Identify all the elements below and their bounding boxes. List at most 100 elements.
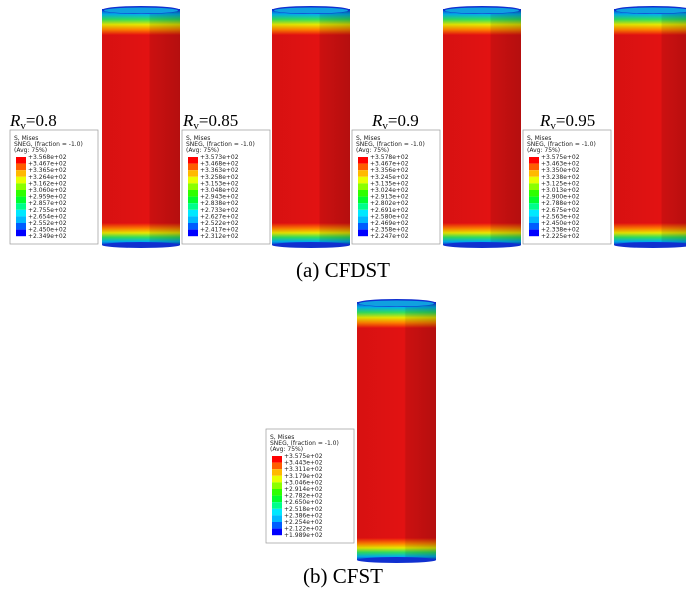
legend-swatch xyxy=(358,157,368,164)
figure: (a) CFDST (b) CFST S, MisesSNEG, (fracti… xyxy=(0,0,686,589)
legend-swatch xyxy=(16,203,26,210)
legend-value: +2.225e+02 xyxy=(541,233,580,240)
legend-swatch xyxy=(188,164,198,171)
legend-value: +2.349e+02 xyxy=(28,233,67,240)
label-value: =0.9 xyxy=(388,111,419,130)
legend-swatch xyxy=(358,210,368,217)
legend-swatch xyxy=(16,183,26,190)
legend-value: +2.247e+02 xyxy=(370,233,409,240)
legend-swatch xyxy=(188,210,198,217)
legend-swatch xyxy=(16,197,26,204)
legend-swatch xyxy=(529,170,539,177)
legend-swatch xyxy=(16,190,26,197)
caption: (b) CFST xyxy=(303,564,383,588)
legend-swatch xyxy=(529,203,539,210)
legend-swatch xyxy=(529,177,539,184)
panel-label: Rv=0.95 xyxy=(539,111,595,132)
legend-swatch xyxy=(529,197,539,204)
label-symbol: R xyxy=(371,111,383,130)
legend-swatch xyxy=(188,190,198,197)
top-cap-inner xyxy=(104,8,178,14)
legend-swatch xyxy=(16,223,26,230)
legend-swatch xyxy=(358,197,368,204)
legend-swatch xyxy=(272,502,282,509)
legend-line: (Avg: 75%) xyxy=(527,147,560,154)
legend-swatch xyxy=(358,230,368,237)
legend-line: (Avg: 75%) xyxy=(270,446,303,453)
shade xyxy=(614,9,686,245)
label-value: =0.8 xyxy=(26,111,57,130)
panel-label: Rv=0.8 xyxy=(9,111,57,132)
legend-value: +2.312e+02 xyxy=(200,233,239,240)
cylinder xyxy=(102,6,180,248)
top-cap-inner xyxy=(445,8,519,14)
legend-swatch xyxy=(358,190,368,197)
legend-swatch xyxy=(272,515,282,522)
legend-swatch xyxy=(358,177,368,184)
legend-swatch xyxy=(358,183,368,190)
legend-swatch xyxy=(188,223,198,230)
legend-swatch xyxy=(272,469,282,476)
legend-swatch xyxy=(188,177,198,184)
legend-swatch xyxy=(272,482,282,489)
label-symbol: R xyxy=(539,111,551,130)
label-value: =0.95 xyxy=(556,111,595,130)
label-symbol: R xyxy=(182,111,194,130)
legend-swatch xyxy=(188,216,198,223)
legend-line: (Avg: 75%) xyxy=(186,147,219,154)
cylinder xyxy=(443,6,521,248)
legend-swatch xyxy=(272,456,282,463)
panel-label: Rv=0.9 xyxy=(371,111,419,132)
legend-swatch xyxy=(529,190,539,197)
cylinder xyxy=(614,6,686,248)
label-symbol: R xyxy=(9,111,21,130)
legend-swatch xyxy=(188,197,198,204)
legend-swatch xyxy=(188,170,198,177)
caption: (a) CFDST xyxy=(296,258,390,282)
shade xyxy=(443,9,521,245)
legend-swatch xyxy=(188,157,198,164)
label-value: =0.85 xyxy=(199,111,238,130)
bottom-cap xyxy=(272,242,350,248)
shade xyxy=(357,302,436,560)
legend-swatch xyxy=(272,489,282,496)
legend-swatch xyxy=(358,164,368,171)
legend-swatch xyxy=(16,230,26,237)
legend: S, MisesSNEG, (fraction = -1.0)(Avg: 75%… xyxy=(523,130,611,244)
legend-swatch xyxy=(529,164,539,171)
panel-label: Rv=0.85 xyxy=(182,111,238,132)
legend-swatch xyxy=(358,203,368,210)
legend-swatch xyxy=(16,210,26,217)
legend-swatch xyxy=(358,170,368,177)
cylinder xyxy=(357,299,436,563)
legend-swatch xyxy=(272,463,282,470)
legend-swatch xyxy=(358,216,368,223)
legend-swatch xyxy=(529,216,539,223)
legend-swatch xyxy=(16,177,26,184)
legend-swatch xyxy=(272,496,282,503)
legend-swatch xyxy=(529,210,539,217)
legend-swatch xyxy=(16,216,26,223)
legend-swatch xyxy=(16,157,26,164)
cylinder xyxy=(272,6,350,248)
shade xyxy=(272,9,350,245)
bottom-cap xyxy=(102,242,180,248)
legend-swatch xyxy=(358,223,368,230)
legend-swatch xyxy=(272,522,282,529)
legend-line: (Avg: 75%) xyxy=(356,147,389,154)
legend-swatch xyxy=(529,157,539,164)
legend-swatch xyxy=(529,223,539,230)
top-cap-inner xyxy=(274,8,348,14)
legend-swatch xyxy=(272,476,282,483)
legend-swatch xyxy=(272,509,282,516)
legend-line: (Avg: 75%) xyxy=(14,147,47,154)
legend-swatch xyxy=(188,183,198,190)
bottom-cap xyxy=(357,557,436,563)
legend-swatch xyxy=(16,164,26,171)
legend-swatch xyxy=(188,203,198,210)
legend-swatch xyxy=(529,183,539,190)
